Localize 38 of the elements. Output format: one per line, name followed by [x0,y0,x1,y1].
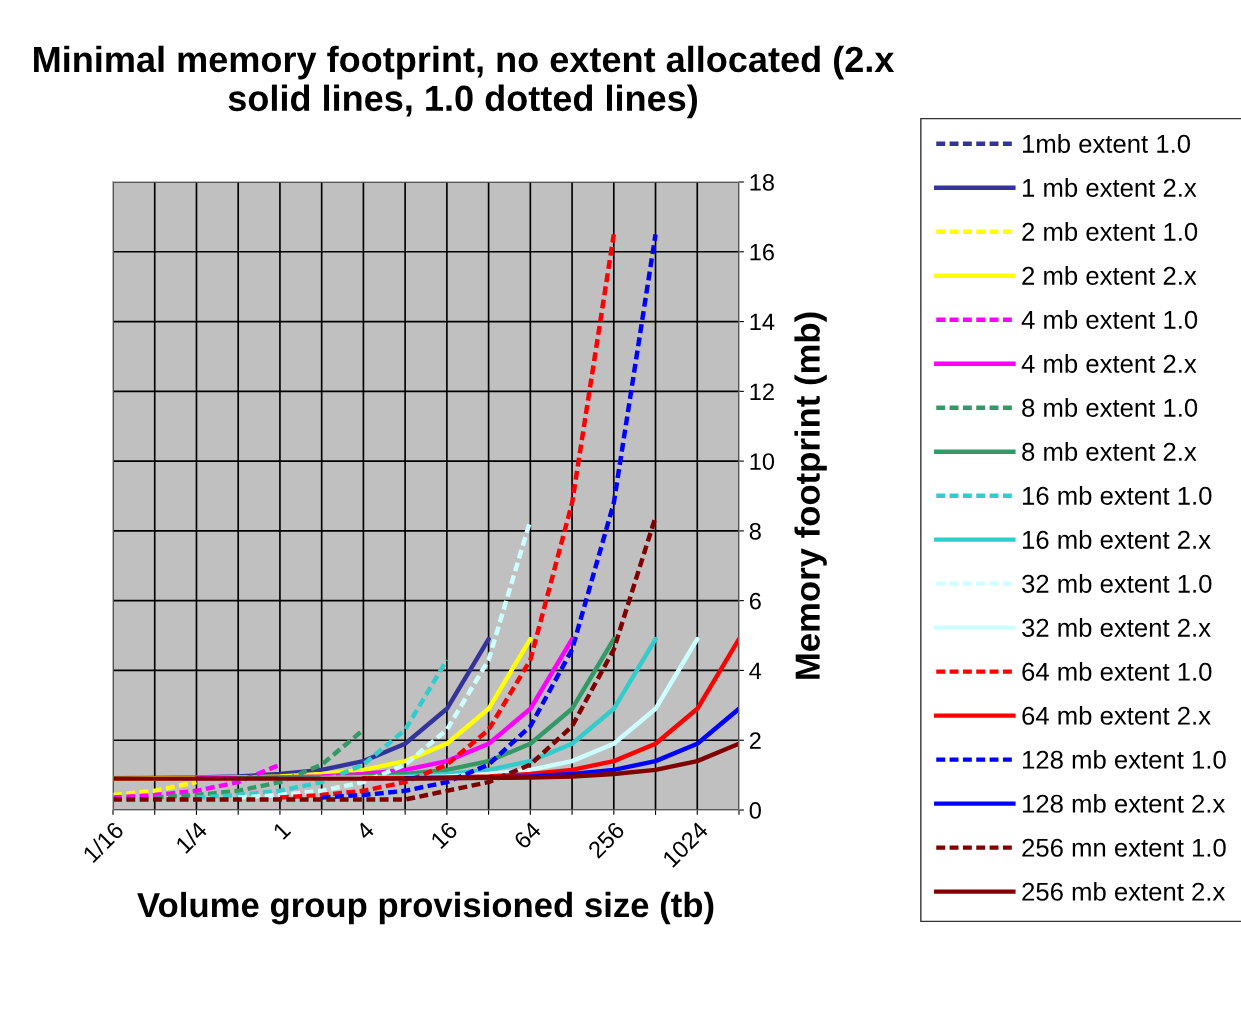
x-tick-label: 1 [272,821,292,840]
legend-label: 64 mb extent 1.0 [1022,662,1212,681]
legend-label: 4 mb extent 1.0 [1021,310,1198,329]
x-tick-label: 16 [430,820,459,850]
legend-label: 256 mn extent 1.0 [1022,838,1226,857]
legend-label: 16 mb extent 1.0 [1023,486,1212,505]
legend-label: 2 mb extent 2.x [1022,266,1197,285]
y-tick-label: 2 [749,732,761,749]
legend-label: 4 mb extent 2.x [1021,354,1197,373]
y-tick-label: 10 [750,453,775,470]
legend-label: 32 mb extent 2.x [1022,618,1211,637]
legend-label: 1mb extent 1.0 [1023,134,1191,153]
y-tick-label: 0 [749,802,761,819]
legend-label: 256 mb extent 2.x [1022,881,1226,901]
legend-label: 128 mb extent 1.0 [1023,749,1226,769]
y-tick-label: 14 [750,313,775,331]
y-tick-label: 16 [750,243,774,261]
x-axis-title: Volume group provisioned size (tb) [137,891,714,925]
x-tick-label: 1/16 [81,820,125,864]
legend-label: 2 mb extent 1.0 [1022,222,1198,241]
y-tick-label: 18 [750,174,774,191]
y-tick-label: 12 [750,383,774,400]
legend-label: 128 mb extent 2.x [1023,793,1226,813]
legend-label: 8 mb extent 2.x [1022,442,1197,461]
x-tick-label: 256 [587,820,626,859]
y-tick-label: 4 [749,662,762,679]
x-tick-label: 4 [355,820,376,841]
y-axis-title: Memory footprint (mb) [794,312,827,679]
legend-label: 8 mb extent 1.0 [1022,398,1198,417]
y-tick-label: 8 [749,522,761,540]
x-tick-label: 64 [513,820,543,850]
legend-label: 32 mb extent 1.0 [1022,574,1212,593]
legend-label: 1 mb extent 2.x [1023,178,1197,197]
y-tick-label: 6 [749,592,761,610]
x-tick-label: 1/4 [174,820,209,854]
legend-label: 64 mb extent 2.x [1022,706,1211,725]
legend-label: 16 mb extent 2.x [1023,530,1211,549]
chart-title: Minimal memory footprint, no extent allocated (2.x solid lines, 1.0 dotted lines) [34,45,895,119]
